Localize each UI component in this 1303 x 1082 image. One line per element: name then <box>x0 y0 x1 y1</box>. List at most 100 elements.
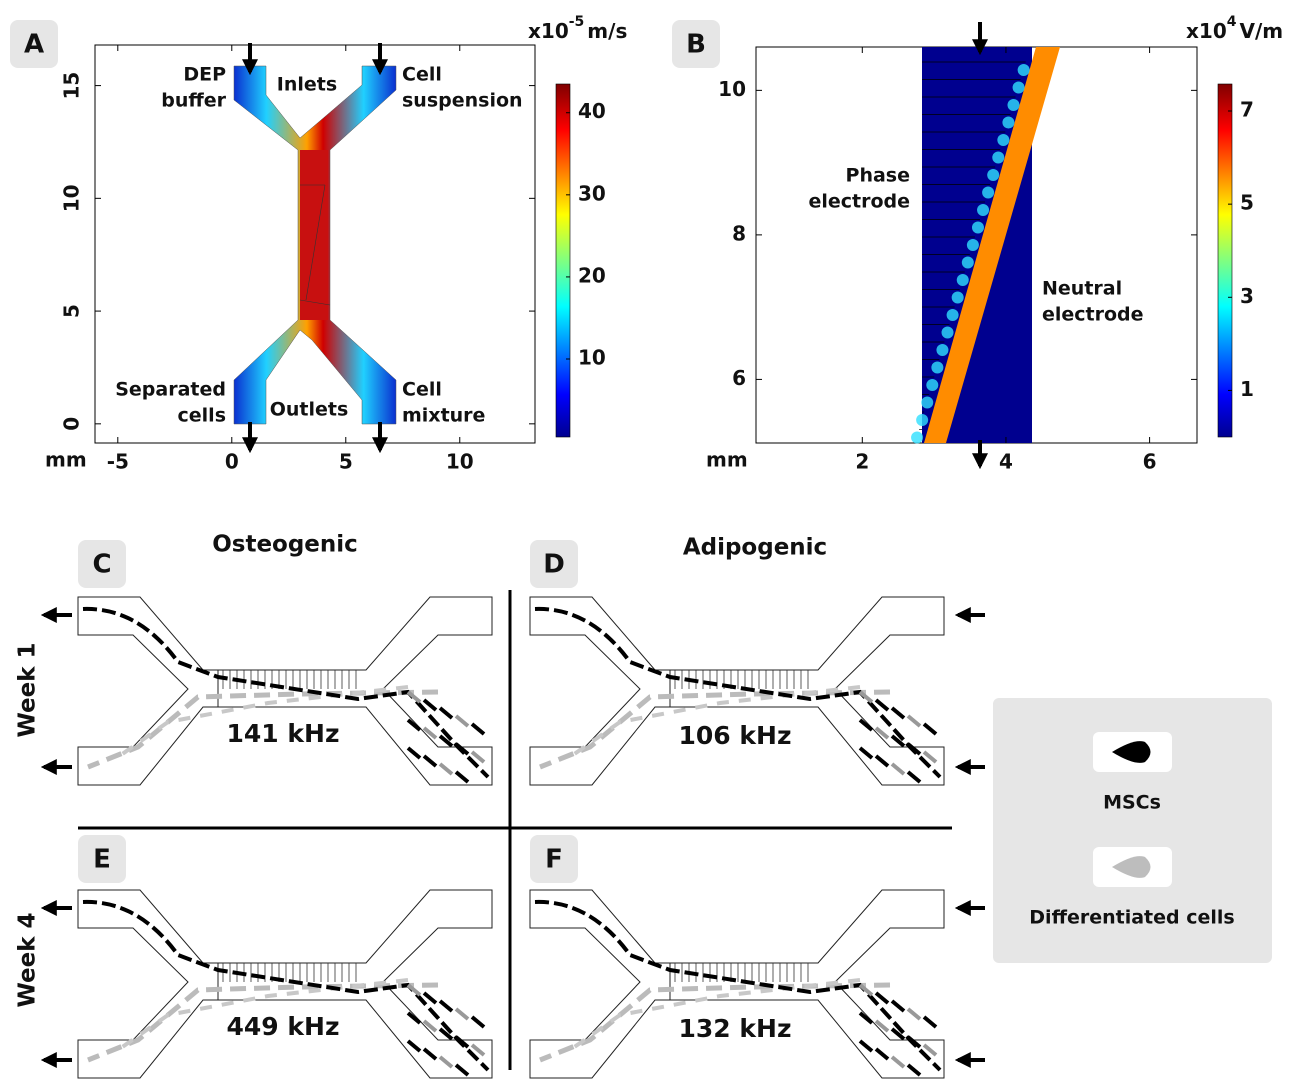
annotation: Neutral <box>1042 278 1122 300</box>
unit-rest: m/s <box>587 19 627 43</box>
frequency-label: 106 kHz <box>679 721 792 750</box>
msc-cell <box>874 754 890 768</box>
msc-cell <box>874 1047 890 1061</box>
field-hotspot <box>971 221 984 234</box>
colorbar-tick-label: 20 <box>578 263 606 287</box>
msc-cell <box>890 734 906 748</box>
annotation: Separated <box>115 379 226 401</box>
legend-label: Differentiated cells <box>1029 907 1234 929</box>
colorbar-tick-label: 5 <box>1240 191 1254 215</box>
msc-cell <box>874 726 890 740</box>
annotation: cells <box>178 405 226 427</box>
frequency-label: 132 kHz <box>679 1014 792 1043</box>
panel-label-box <box>530 540 578 588</box>
x-tick-label: 10 <box>446 450 474 474</box>
field-hotspot <box>961 256 974 269</box>
channel-outline <box>77 596 493 786</box>
msc-cell <box>422 726 438 740</box>
msc-cell <box>858 1011 874 1025</box>
annotation: Phase <box>846 165 910 187</box>
msc-cell <box>858 1039 874 1053</box>
colorbar-unit: x10-5 m/s <box>528 14 627 43</box>
legend-box <box>993 698 1272 963</box>
unit-rest: V/m <box>1239 19 1283 43</box>
msc-cell <box>454 714 470 728</box>
panel-label-box <box>10 20 58 68</box>
msc-trajectory <box>82 899 490 1072</box>
msc-cell <box>906 770 922 784</box>
msc-cell <box>470 1043 486 1057</box>
msc-cell <box>858 718 874 732</box>
channel-outline <box>529 889 945 1079</box>
panel-label: F <box>545 845 563 875</box>
legend-label: MSCs <box>1103 792 1161 814</box>
msc-cell <box>922 1043 938 1057</box>
unit-base: x10 <box>528 19 569 43</box>
annotation: Inlets <box>277 74 337 96</box>
msc-cell <box>406 746 422 760</box>
colorbar-unit: x104 V/m <box>1186 14 1283 43</box>
msc-cell <box>438 1055 454 1069</box>
field-hotspot <box>982 186 995 199</box>
y-tick-label: 6 <box>732 366 746 390</box>
y-tick-label: 10 <box>60 184 84 212</box>
field-hotspot <box>931 361 944 374</box>
electrode-outline <box>299 184 331 306</box>
field-hotspot <box>946 309 959 321</box>
annotation: buffer <box>161 90 226 112</box>
msc-cell <box>406 983 422 997</box>
x-tick-label: 6 <box>1143 450 1157 474</box>
msc-cell <box>438 999 454 1013</box>
msc-cell <box>454 770 470 784</box>
x-tick-label: 0 <box>225 450 239 474</box>
msc-cell <box>922 722 938 736</box>
msc-cell <box>890 706 906 720</box>
colorbar <box>555 83 571 438</box>
msc-cell <box>874 1019 890 1033</box>
field-hotspot <box>956 274 969 286</box>
field-hotspot <box>977 204 990 216</box>
frequency-label: 141 kHz <box>227 719 340 748</box>
field-hotspot <box>992 151 1005 164</box>
colorbar-tick-label: 1 <box>1240 377 1254 401</box>
msc-cell <box>906 1063 922 1077</box>
y-tick-label: 10 <box>718 77 746 101</box>
annotation: electrode <box>1042 304 1144 326</box>
x-tick-label: -5 <box>107 450 129 474</box>
msc-cell <box>890 999 906 1013</box>
panel-label: D <box>543 550 565 580</box>
neutral-electrode-field <box>924 47 1060 443</box>
msc-cell <box>422 754 438 768</box>
field-hotspot <box>916 414 929 426</box>
simulation-panel <box>77 889 493 1079</box>
msc-cell <box>890 1027 906 1041</box>
colorbar-tick-label: 3 <box>1240 284 1254 308</box>
y-tick-label: 15 <box>60 72 84 100</box>
msc-cell <box>858 690 874 704</box>
field-hotspot <box>987 169 1000 181</box>
msc-cell <box>438 734 454 748</box>
legend-icon-differentiated <box>1112 856 1151 878</box>
differentiated-trajectory <box>87 689 439 770</box>
phase-electrodes <box>911 61 1030 444</box>
panel-label: C <box>92 550 111 580</box>
legend-icon-msc <box>1112 741 1151 763</box>
msc-cell <box>454 1063 470 1077</box>
annotation: suspension <box>402 90 523 112</box>
field-hotspot <box>911 431 924 444</box>
differentiated-trajectory <box>539 689 891 770</box>
y-tick-label: 5 <box>60 304 84 318</box>
msc-cell <box>454 1035 470 1049</box>
msc-cell <box>890 1055 906 1069</box>
annotation: DEP <box>183 64 226 86</box>
msc-cell <box>470 1015 486 1029</box>
colorbar-tick-label: 40 <box>578 99 606 123</box>
msc-cell <box>874 698 890 712</box>
column-header: Osteogenic <box>212 532 358 558</box>
channel-outline <box>77 889 493 1079</box>
simulation-panel <box>529 596 945 786</box>
annotation: Cell <box>402 379 442 401</box>
annotation: electrode <box>808 191 910 213</box>
msc-cell <box>422 1047 438 1061</box>
msc-cell <box>438 706 454 720</box>
